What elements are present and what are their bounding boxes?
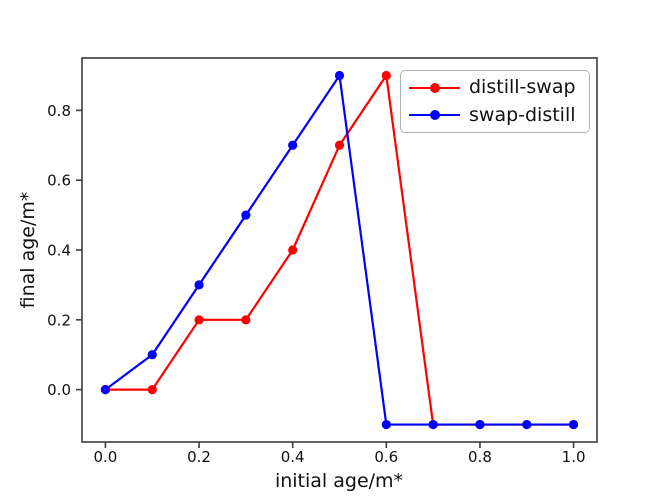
legend-item-swap-distill: swap-distill xyxy=(409,103,581,126)
x-tick-label: 1.0 xyxy=(562,448,586,466)
data-point-swap-distill xyxy=(194,280,204,290)
y-axis-label: final age/m* xyxy=(17,192,39,309)
data-point-swap-distill xyxy=(147,350,157,360)
legend: distill-swap swap-distill xyxy=(400,70,590,133)
data-point-swap-distill xyxy=(381,419,391,430)
data-point-swap-distill xyxy=(241,210,251,220)
y-tick-label: 0.6 xyxy=(47,172,71,190)
data-point-distill-swap xyxy=(381,70,391,81)
legend-label-distill-swap: distill-swap xyxy=(469,76,576,99)
y-tick-label: 0.8 xyxy=(47,102,71,120)
x-tick-label: 0.0 xyxy=(93,448,117,466)
legend-line-marker-icon xyxy=(409,109,460,121)
data-point-distill-swap xyxy=(288,245,298,255)
data-point-distill-swap xyxy=(147,385,157,395)
legend-label-swap-distill: swap-distill xyxy=(469,103,576,126)
data-point-distill-swap xyxy=(241,315,251,325)
data-point-swap-distill xyxy=(428,419,438,430)
data-point-swap-distill xyxy=(100,385,111,395)
x-axis-label: initial age/m* xyxy=(275,470,403,492)
data-point-distill-swap xyxy=(334,140,345,150)
legend-sample-dot xyxy=(429,110,440,121)
legend-line-marker-icon xyxy=(409,82,460,94)
data-point-distill-swap xyxy=(194,315,204,325)
x-tick-label: 0.6 xyxy=(374,448,398,466)
data-point-swap-distill xyxy=(334,70,345,81)
data-point-swap-distill xyxy=(522,419,532,430)
legend-sample-dot xyxy=(429,82,440,93)
legend-item-distill-swap: distill-swap xyxy=(409,77,581,98)
x-tick-label: 0.2 xyxy=(187,448,211,466)
x-tick-label: 0.8 xyxy=(468,448,492,466)
y-tick-label: 0.0 xyxy=(47,381,71,399)
data-point-swap-distill xyxy=(288,140,298,150)
x-tick-label: 0.4 xyxy=(281,448,305,466)
y-tick-label: 0.4 xyxy=(47,242,71,260)
data-point-swap-distill xyxy=(568,419,579,430)
y-tick-label: 0.2 xyxy=(47,311,71,329)
data-point-swap-distill xyxy=(475,419,485,430)
